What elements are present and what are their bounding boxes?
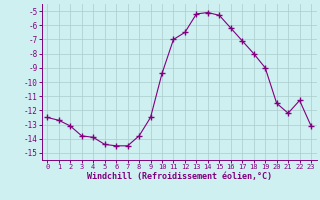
X-axis label: Windchill (Refroidissement éolien,°C): Windchill (Refroidissement éolien,°C)	[87, 172, 272, 181]
